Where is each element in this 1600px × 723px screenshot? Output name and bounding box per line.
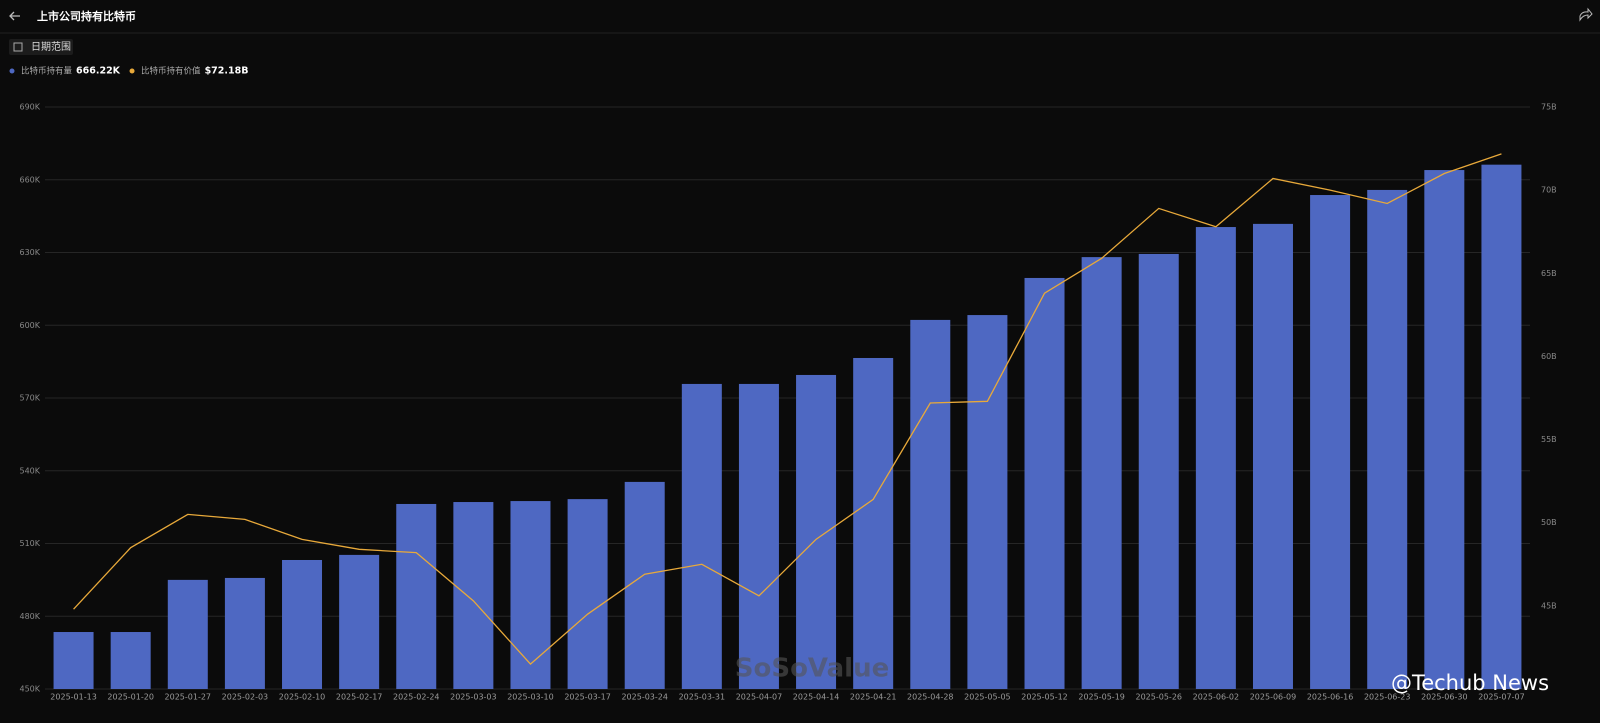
x-tick-label: 2025-04-07 (736, 693, 783, 702)
y-tick-label: 480K (19, 612, 40, 621)
bar (567, 499, 608, 689)
y2-tick-label: 55B (1541, 435, 1557, 444)
bar (1081, 257, 1122, 689)
bar (1310, 195, 1351, 689)
bar (1367, 189, 1408, 689)
bar (624, 481, 665, 689)
bar (110, 632, 151, 689)
bar (1481, 164, 1522, 689)
bar (1024, 277, 1065, 689)
y-tick-label: 450K (19, 685, 40, 694)
button-bg[interactable] (9, 39, 73, 55)
x-tick-label: 2025-02-24 (393, 693, 440, 702)
date-range-button[interactable]: 日期范围 (9, 39, 73, 55)
legend-value: 666.22K (76, 66, 121, 77)
x-tick-label: 2025-06-09 (1250, 693, 1297, 702)
bar (738, 383, 779, 689)
x-tick-label: 2025-07-07 (1478, 693, 1525, 702)
x-tick-label: 2025-05-26 (1136, 693, 1183, 702)
bar (282, 559, 323, 689)
x-tick-label: 2025-04-28 (907, 693, 954, 702)
bar (681, 383, 722, 689)
y2-tick-label: 45B (1541, 601, 1557, 610)
bar (967, 315, 1008, 689)
y-tick-label: 690K (19, 103, 40, 112)
legend-label: 比特币持有价值 (141, 66, 201, 77)
x-tick-label: 2025-03-31 (679, 693, 726, 702)
legend-marker (9, 68, 15, 74)
bar (1252, 223, 1293, 689)
y-tick-label: 570K (19, 394, 40, 403)
calendar-icon (13, 42, 23, 52)
line (73, 153, 1502, 665)
bar (853, 357, 894, 689)
plot: 450K 480K 510K 540K 570K 600K 630K 660K 690K 45B 5… (19, 103, 1556, 702)
bar (453, 502, 494, 689)
y-tick-label: 660K (19, 175, 40, 184)
bar (1424, 170, 1465, 690)
x-tick-label: 2025-03-24 (621, 693, 668, 702)
y2-tick-label: 50B (1541, 518, 1557, 527)
x-tick-label: 2025-03-03 (450, 693, 497, 702)
page-title: 上市公司持有比特币 (37, 9, 136, 23)
x-tick-label: 2025-05-19 (1078, 693, 1125, 702)
x-tick-label: 2025-04-14 (793, 693, 840, 702)
y-tick-label: 540K (19, 466, 40, 475)
y2-tick-label: 60B (1541, 352, 1557, 361)
bar (910, 319, 951, 689)
y-tick-label: 630K (19, 248, 40, 257)
bar (396, 503, 437, 689)
bar (510, 501, 551, 689)
button-label: 日期范围 (31, 40, 71, 53)
x-tick-label: 2025-02-10 (279, 693, 326, 702)
bar (1138, 253, 1179, 689)
x-tick-label: 2025-04-21 (850, 693, 897, 702)
x-tick-label: 2025-06-16 (1307, 693, 1354, 702)
legend-label: 比特币持有量 (21, 66, 73, 77)
y2-tick-label: 70B (1541, 186, 1557, 195)
bar (339, 554, 380, 689)
x-tick-label: 2025-05-05 (964, 693, 1011, 702)
x-tick-label: 2025-03-10 (507, 693, 554, 702)
legend-marker (129, 68, 135, 74)
back-button[interactable] (9, 11, 20, 21)
x-tick-label: 2025-01-20 (107, 693, 154, 702)
x-tick-label: 2025-06-30 (1421, 693, 1468, 702)
bar (53, 632, 94, 689)
x-tick-label: 2025-05-12 (1021, 693, 1068, 702)
x-tick-label: 2025-02-03 (222, 693, 269, 702)
share-button[interactable] (1579, 7, 1593, 22)
x-tick-label: 2025-03-17 (564, 693, 611, 702)
y2-tick-label: 65B (1541, 269, 1557, 278)
x-tick-label: 2025-02-17 (336, 693, 383, 702)
x-tick-label: 2025-06-02 (1193, 693, 1240, 702)
x-tick-label: 2025-06-23 (1364, 693, 1411, 702)
x-tick-label: 2025-01-27 (165, 693, 212, 702)
x-tick-label: 2025-01-13 (50, 693, 97, 702)
legend-value: $72.18B (205, 66, 249, 77)
legend: 比特币持有量 666.22K 比特币持有价值 $72.18B (9, 66, 249, 77)
bar (224, 577, 265, 689)
y2-tick-label: 75B (1541, 103, 1557, 112)
y-tick-label: 600K (19, 321, 40, 330)
bar (796, 374, 837, 689)
watermark: @Techub News (1391, 671, 1549, 695)
y-tick-label: 510K (19, 539, 40, 548)
watermark: SoSoValue (735, 654, 889, 684)
bar (1195, 227, 1236, 689)
bar (167, 579, 208, 689)
